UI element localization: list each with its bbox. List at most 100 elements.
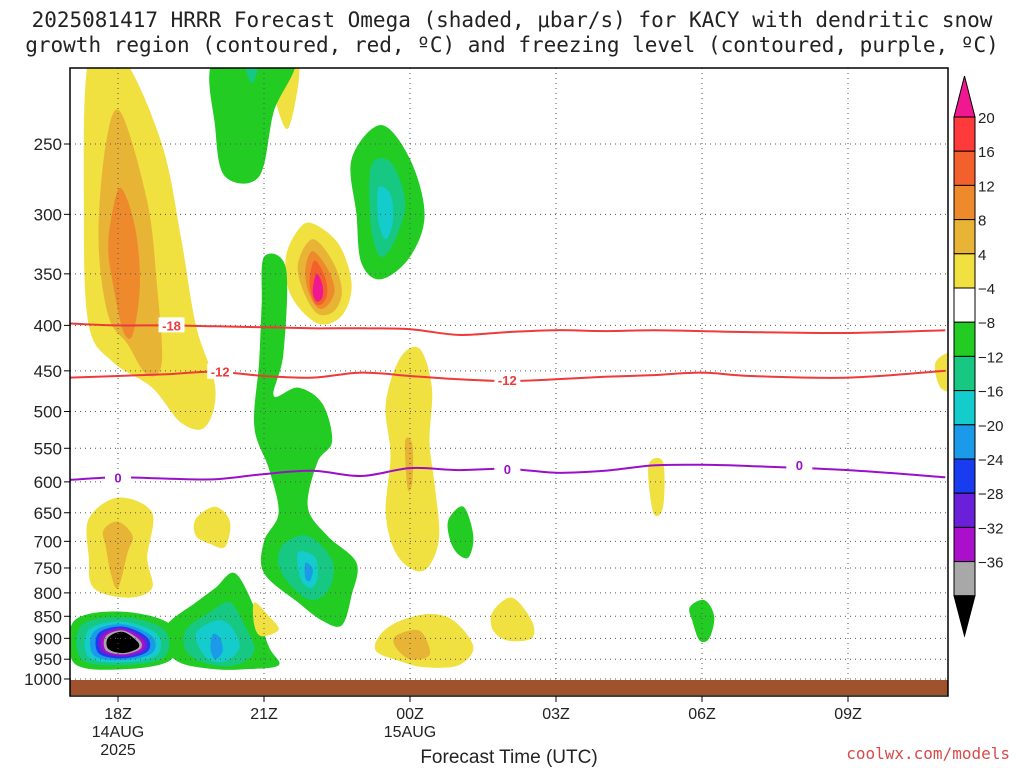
x-axis-label: Forecast Time (UTC) xyxy=(420,747,597,768)
chart-title-line-1: 2025081417 HRRR Forecast Omega (shaded, … xyxy=(31,8,993,32)
omega-area-upper-ascent-12 xyxy=(108,187,140,339)
colorbar-label-3: 8 xyxy=(978,213,986,230)
colorbar-swatch-1 xyxy=(953,150,976,186)
y-tick-label-450: 450 xyxy=(34,362,62,381)
x-tick-year-18Z: 2025 xyxy=(100,742,136,759)
colorbar-swatch-9 xyxy=(953,424,976,460)
chart-title-line-2: growth region (contoured, red, ºC) and f… xyxy=(25,33,999,57)
colorbar-swatch-4 xyxy=(953,253,976,289)
colorbar-label-12: −32 xyxy=(978,520,1003,537)
colorbar-legend: 20 16 12 8 4 −4 −8 −12 −16 −20 −24 −28 −32 −36 xyxy=(953,75,1003,638)
freezing-label-a-bg xyxy=(105,469,131,485)
dendritic-contour-line-minus18 xyxy=(70,322,946,336)
omega-area-ascent-21Z-4 xyxy=(252,602,279,637)
colorbar-swatch-10 xyxy=(953,458,976,494)
colorbar-label-5: −4 xyxy=(978,281,995,298)
y-tick-label-400: 400 xyxy=(34,316,62,335)
x-tick-label-03Z: 03Z xyxy=(542,706,570,723)
freezing-label-c-bg xyxy=(786,456,813,472)
contour-lines: -18 -12 -12 0 0 0 xyxy=(70,317,946,485)
omega-area-upper-descent-20Z xyxy=(209,68,295,184)
omega-area-ascent-02Z xyxy=(490,597,535,642)
colorbar-bottom-arrow xyxy=(953,595,976,638)
y-axis: 250 300 350 400 450 500 550 600 650 700 750 800 850 9… xyxy=(24,135,70,689)
y-tick-label-900: 900 xyxy=(34,629,62,648)
colorbar-swatch-11 xyxy=(953,492,976,528)
y-tick-label-300: 300 xyxy=(34,205,62,224)
colorbar-swatch-12 xyxy=(953,526,976,563)
y-tick-label-350: 350 xyxy=(34,265,62,284)
omega-area-descent-23Z-12 xyxy=(377,186,394,240)
y-tick-label-500: 500 xyxy=(34,403,62,422)
contour-label-minus18-text: -18 xyxy=(162,318,181,333)
freezing-label-a-text: 0 xyxy=(114,470,121,485)
contour-label-minus12-a: -12 xyxy=(207,363,234,380)
omega-area-descent-column-16 xyxy=(304,562,313,582)
colorbar-label-10: −24 xyxy=(978,452,1003,469)
y-tick-label-850: 850 xyxy=(34,607,62,626)
freezing-label-b-bg xyxy=(494,460,521,476)
contour-label-minus12-b-text: -12 xyxy=(498,373,517,388)
colorbar-label-4: 4 xyxy=(978,247,986,264)
x-tick-label-09Z: 09Z xyxy=(834,706,862,723)
colorbar-label-8: −16 xyxy=(978,384,1003,401)
y-tick-label-550: 550 xyxy=(34,439,62,458)
freezing-label-a: 0 xyxy=(105,469,131,485)
contour-label-minus12-a-bg xyxy=(207,363,234,379)
colorbar-label-2: 12 xyxy=(978,178,995,195)
x-tick-label-18Z: 18Z xyxy=(104,706,132,723)
colorbar-label-7: −12 xyxy=(978,349,1003,366)
colorbar-swatch-13 xyxy=(953,561,976,597)
colorbar-swatch-6 xyxy=(953,321,976,357)
omega-area-low-ascent-18Z-8 xyxy=(102,521,133,589)
colorbar-top-arrow xyxy=(953,75,976,118)
y-tick-label-250: 250 xyxy=(34,135,62,154)
x-tick-date-18Z: 14AUG xyxy=(92,724,144,741)
freezing-label-c-text: 0 xyxy=(796,458,803,473)
colorbar-label-13: −36 xyxy=(978,555,1003,572)
dendritic-contour-line-minus12 xyxy=(70,369,946,383)
omega-area-strong-descent-36 xyxy=(106,631,140,654)
x-tick-label-21Z: 21Z xyxy=(250,706,278,723)
colorbar-label-11: −28 xyxy=(978,486,1003,503)
omega-area-ascent-20Z-4 xyxy=(193,506,231,549)
omega-area-descent-06Z xyxy=(689,599,715,643)
contour-label-minus12-b: -12 xyxy=(494,372,521,388)
omega-area-descent-column-4 xyxy=(253,253,358,627)
chart-title: 2025081417 HRRR Forecast Omega (shaded, … xyxy=(0,8,1024,58)
x-tick-label-06Z: 06Z xyxy=(688,706,716,723)
omega-area-low-descent-20Z-16 xyxy=(210,633,223,660)
x-tick-label-00Z: 00Z xyxy=(396,706,424,723)
y-tick-label-800: 800 xyxy=(34,584,62,603)
colorbar-swatch-8 xyxy=(953,390,976,426)
x-tick-date-00Z: 15AUG xyxy=(384,724,436,741)
freezing-level-line xyxy=(70,463,946,481)
omega-area-upper-descent-20Z-core xyxy=(245,68,259,84)
colorbar-label-6: −8 xyxy=(978,315,995,332)
y-tick-label-750: 750 xyxy=(34,559,62,578)
contour-label-minus18-bg xyxy=(158,317,185,333)
contour-label-minus18: -18 xyxy=(158,317,185,333)
y-tick-label-1000: 1000 xyxy=(24,670,62,689)
terrain-band xyxy=(70,680,948,695)
freezing-label-b-text: 0 xyxy=(504,462,511,477)
colorbar-label-1: 16 xyxy=(978,144,995,161)
colorbar-swatch-2 xyxy=(953,184,976,221)
omega-area-ascent-00Z-8 xyxy=(404,437,414,492)
colorbar-swatch-3 xyxy=(953,219,976,255)
credit-text: coolwx.com/models xyxy=(846,744,1010,763)
freezing-label-c: 0 xyxy=(786,456,813,473)
omega-area-ascent-05Z xyxy=(648,457,665,517)
omega-area-ascent-22Z-20 xyxy=(312,273,324,302)
plot-frame xyxy=(69,67,949,697)
omega-shading xyxy=(70,68,948,670)
colorbar-label-0: 20 xyxy=(978,110,995,127)
colorbar-swatch-0 xyxy=(953,116,976,152)
y-tick-label-650: 650 xyxy=(34,504,62,523)
contour-label-minus12-a-text: -12 xyxy=(211,365,230,380)
omega-area-descent-01Z xyxy=(447,506,474,559)
y-tick-label-950: 950 xyxy=(34,650,62,669)
y-tick-label-700: 700 xyxy=(34,532,62,551)
omega-area-low-ascent-00Z-8 xyxy=(393,629,431,660)
